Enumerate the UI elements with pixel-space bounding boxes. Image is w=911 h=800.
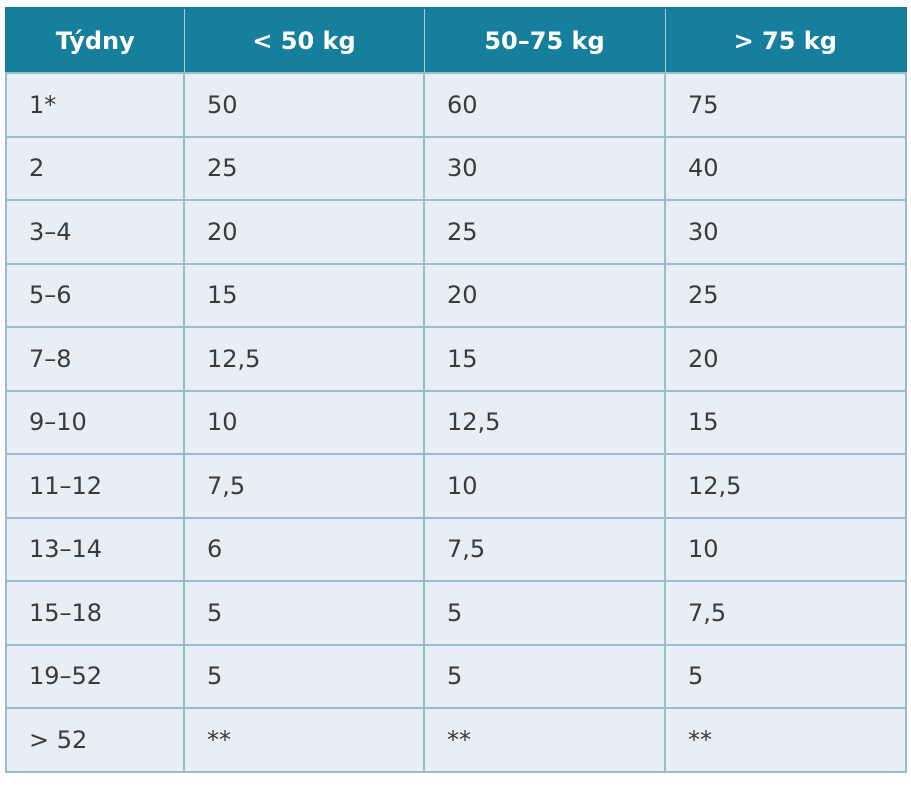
table-row: 9–10 10 12,5 15 — [5, 389, 907, 455]
table-row: 5–6 15 20 25 — [5, 262, 907, 328]
dose-cell: 5 — [423, 643, 666, 709]
header-row: Týdny < 50 kg 50–75 kg > 75 kg — [5, 8, 907, 73]
week-cell: 13–14 — [5, 516, 185, 582]
dose-cell: 30 — [664, 199, 907, 265]
table-row: 13–14 6 7,5 10 — [5, 516, 907, 582]
dose-cell: 40 — [664, 135, 907, 201]
dose-cell: 10 — [183, 389, 425, 455]
week-cell: 3–4 — [5, 199, 185, 265]
dose-cell: 25 — [664, 262, 907, 328]
week-cell: 7–8 — [5, 326, 185, 392]
dose-cell: 5 — [183, 643, 425, 709]
dose-cell: 12,5 — [664, 453, 907, 519]
dose-cell: 5 — [423, 580, 666, 646]
week-cell: 1* — [5, 72, 185, 138]
week-cell: 15–18 — [5, 580, 185, 646]
week-cell: 2 — [5, 135, 185, 201]
dose-cell: 6 — [183, 516, 425, 582]
week-cell: > 52 — [5, 707, 185, 773]
table-row: 3–4 20 25 30 — [5, 199, 907, 265]
dose-cell: 12,5 — [183, 326, 425, 392]
header-cell: Týdny — [5, 8, 185, 73]
dose-cell: 30 — [423, 135, 666, 201]
dose-cell: 5 — [183, 580, 425, 646]
dose-cell: ** — [423, 707, 666, 773]
dose-cell: 50 — [183, 72, 425, 138]
table-head: Týdny < 50 kg 50–75 kg > 75 kg — [5, 8, 907, 73]
header-cell: > 75 kg — [664, 8, 907, 73]
dose-cell: ** — [664, 707, 907, 773]
dose-cell: 10 — [664, 516, 907, 582]
table-row: 1* 50 60 75 — [5, 72, 907, 138]
header-cell: 50–75 kg — [423, 8, 666, 73]
table-row: > 52 ** ** ** — [5, 707, 907, 773]
week-cell: 19–52 — [5, 643, 185, 709]
dose-cell: 15 — [423, 326, 666, 392]
header-cell: < 50 kg — [183, 8, 425, 73]
dose-cell: 5 — [664, 643, 907, 709]
dose-cell: 7,5 — [183, 453, 425, 519]
dose-cell: 15 — [664, 389, 907, 455]
dose-cell: 25 — [423, 199, 666, 265]
week-cell: 11–12 — [5, 453, 185, 519]
table-body: 1* 50 60 75 2 25 30 40 3–4 20 25 30 5–6 15 20 25 7–8 12,5… — [5, 72, 907, 773]
dose-cell: 15 — [183, 262, 425, 328]
table-row: 19–52 5 5 5 — [5, 643, 907, 709]
dose-cell: ** — [183, 707, 425, 773]
week-cell: 9–10 — [5, 389, 185, 455]
table-row: 11–12 7,5 10 12,5 — [5, 453, 907, 519]
dose-cell: 20 — [183, 199, 425, 265]
dose-cell: 10 — [423, 453, 666, 519]
dose-cell: 7,5 — [664, 580, 907, 646]
table-row: 7–8 12,5 15 20 — [5, 326, 907, 392]
dose-cell: 7,5 — [423, 516, 666, 582]
table-row: 15–18 5 5 7,5 — [5, 580, 907, 646]
dose-cell: 20 — [664, 326, 907, 392]
dosage-table: Týdny < 50 kg 50–75 kg > 75 kg 1* 50 60 75 2 25 3… — [5, 7, 907, 773]
dose-cell: 25 — [183, 135, 425, 201]
dose-cell: 12,5 — [423, 389, 666, 455]
dose-cell: 75 — [664, 72, 907, 138]
week-cell: 5–6 — [5, 262, 185, 328]
dose-cell: 60 — [423, 72, 666, 138]
table-row: 2 25 30 40 — [5, 135, 907, 201]
dose-cell: 20 — [423, 262, 666, 328]
